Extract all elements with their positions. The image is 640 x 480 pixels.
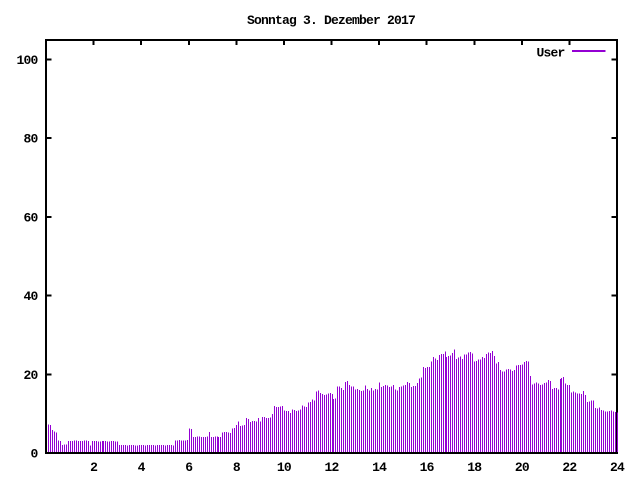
svg-text:2: 2	[90, 460, 98, 475]
svg-text:20: 20	[23, 368, 38, 383]
svg-text:80: 80	[23, 132, 38, 147]
svg-text:24: 24	[610, 460, 625, 475]
svg-text:8: 8	[233, 460, 241, 475]
svg-text:6: 6	[185, 460, 193, 475]
svg-text:0: 0	[30, 447, 38, 462]
svg-text:4: 4	[138, 460, 146, 475]
svg-text:User: User	[536, 45, 564, 60]
svg-text:16: 16	[420, 460, 435, 475]
svg-text:14: 14	[372, 460, 387, 475]
svg-text:60: 60	[23, 210, 38, 225]
svg-text:10: 10	[277, 460, 292, 475]
svg-text:22: 22	[562, 460, 577, 475]
svg-text:Sonntag 3. Dezember 2017: Sonntag 3. Dezember 2017	[247, 13, 415, 28]
svg-text:12: 12	[324, 460, 339, 475]
svg-text:40: 40	[23, 289, 38, 304]
svg-text:18: 18	[467, 460, 482, 475]
svg-text:20: 20	[515, 460, 530, 475]
svg-text:100: 100	[16, 53, 38, 68]
